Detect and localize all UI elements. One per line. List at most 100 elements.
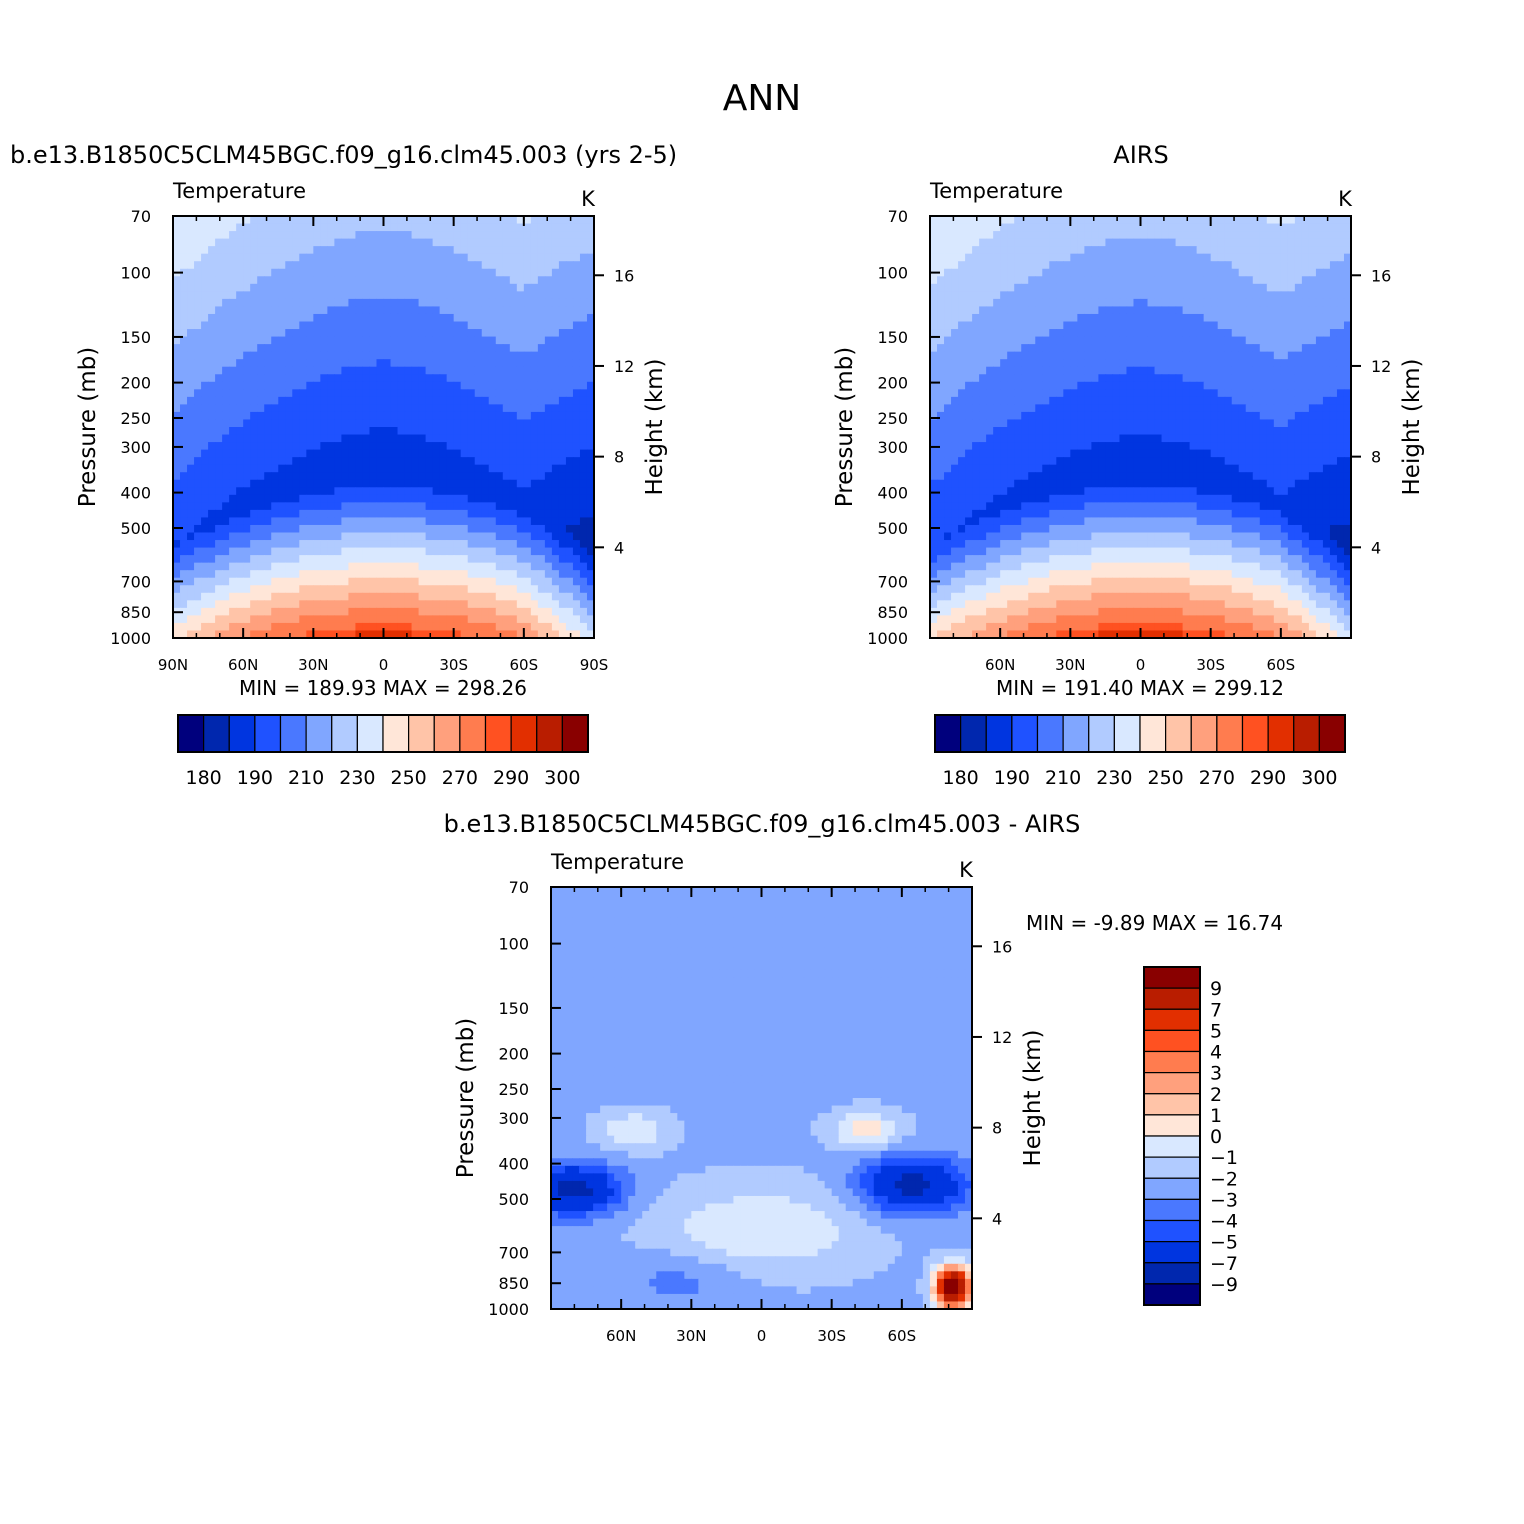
contour-cell bbox=[565, 411, 574, 421]
contour-cell bbox=[1042, 261, 1050, 270]
contour-cell bbox=[369, 607, 378, 616]
contour-cell bbox=[418, 494, 427, 503]
lat-tick-label: 60N bbox=[228, 656, 258, 674]
contour-cell bbox=[285, 344, 293, 353]
contour-cell bbox=[951, 253, 959, 262]
contour-cell bbox=[390, 298, 399, 308]
contour-cell bbox=[509, 231, 518, 240]
contour-cell bbox=[944, 298, 952, 308]
contour-cell bbox=[173, 313, 181, 323]
contour-cell bbox=[1273, 283, 1282, 292]
contour-cell bbox=[453, 600, 462, 609]
pressure-tick-label: 150 bbox=[120, 328, 151, 347]
contour-cell bbox=[1021, 351, 1029, 360]
contour-cell bbox=[558, 381, 567, 390]
contour-cell bbox=[558, 457, 567, 466]
contour-cell bbox=[1231, 336, 1240, 345]
contour-cell bbox=[1308, 389, 1317, 398]
contour-cell bbox=[425, 291, 434, 300]
contour-cell bbox=[390, 321, 399, 330]
contour-cell bbox=[937, 329, 945, 338]
contour-cell bbox=[369, 223, 378, 232]
contour-cell bbox=[958, 336, 966, 345]
contour-cell bbox=[1189, 396, 1198, 405]
contour-cell bbox=[418, 231, 427, 240]
contour-cell bbox=[551, 411, 560, 421]
contour-cell bbox=[180, 524, 188, 534]
contour-cell bbox=[355, 231, 364, 240]
contour-cell bbox=[502, 547, 511, 556]
contour-cell bbox=[572, 517, 581, 526]
contour-cell bbox=[348, 502, 357, 511]
contour-cell bbox=[271, 607, 279, 616]
contour-cell bbox=[1273, 276, 1282, 285]
contour-cell bbox=[1238, 268, 1247, 277]
contour-cell bbox=[460, 329, 469, 338]
contour-cell bbox=[586, 359, 595, 368]
contour-cell bbox=[1168, 351, 1177, 360]
contour-cell bbox=[1147, 283, 1156, 292]
contour-cell bbox=[278, 216, 286, 225]
contour-cell bbox=[944, 389, 952, 398]
contour-cell bbox=[208, 442, 216, 451]
contour-cell bbox=[1266, 381, 1275, 390]
contour-cell bbox=[1077, 223, 1085, 232]
contour-cell bbox=[1070, 359, 1078, 368]
contour-cell bbox=[551, 419, 560, 428]
contour-cell bbox=[1231, 283, 1240, 292]
contour-cell bbox=[439, 374, 448, 383]
contour-cell bbox=[1000, 359, 1008, 368]
contour-cell bbox=[292, 494, 300, 503]
contour-cell bbox=[509, 570, 518, 579]
contour-cell bbox=[1189, 268, 1198, 277]
contour-cell bbox=[495, 404, 504, 413]
contour-cell bbox=[1021, 359, 1029, 368]
contour-cell bbox=[579, 268, 588, 277]
contour-cell bbox=[1056, 261, 1064, 270]
contour-cell bbox=[586, 366, 595, 375]
contour-cell bbox=[467, 374, 476, 383]
contour-cell bbox=[1154, 351, 1163, 360]
contour-cell bbox=[1126, 231, 1135, 240]
contour-cell bbox=[390, 223, 399, 232]
contour-cell bbox=[1280, 351, 1289, 360]
contour-cell bbox=[965, 298, 973, 308]
contour-cell bbox=[194, 630, 202, 639]
contour-cell bbox=[404, 517, 413, 526]
contour-cell bbox=[551, 276, 560, 285]
contour-cell bbox=[502, 615, 511, 624]
contour-cell bbox=[986, 238, 994, 247]
contour-cell bbox=[1224, 306, 1233, 315]
contour-cell bbox=[930, 261, 938, 270]
contour-cell bbox=[1028, 381, 1036, 390]
contour-cell bbox=[278, 313, 286, 323]
contour-cell bbox=[481, 487, 490, 496]
contour-cell bbox=[460, 283, 469, 292]
contour-cell bbox=[397, 313, 406, 323]
contour-cell bbox=[411, 329, 420, 338]
contour-cell bbox=[369, 246, 378, 255]
contour-cell bbox=[376, 238, 385, 247]
contour-cell bbox=[313, 547, 321, 556]
contour-cell bbox=[460, 502, 469, 511]
contour-cell bbox=[993, 389, 1001, 398]
contour-cell bbox=[1336, 261, 1345, 270]
contour-cell bbox=[243, 253, 251, 262]
contour-cell bbox=[390, 509, 399, 519]
contour-cell bbox=[257, 411, 265, 421]
contour-cell bbox=[292, 592, 300, 601]
contour-cell bbox=[537, 216, 546, 225]
contour-cell bbox=[194, 540, 202, 549]
contour-cell bbox=[243, 494, 251, 503]
contour-cell bbox=[264, 216, 272, 225]
contour-cell bbox=[502, 607, 511, 616]
contour-cell bbox=[1063, 359, 1071, 368]
contour-cell bbox=[173, 246, 181, 255]
contour-cell bbox=[222, 532, 230, 541]
contour-cell bbox=[516, 517, 525, 526]
contour-cell bbox=[278, 389, 286, 398]
contour-cell bbox=[1035, 344, 1043, 353]
contour-cell bbox=[271, 298, 279, 308]
contour-cell bbox=[327, 253, 335, 262]
contour-cell bbox=[404, 615, 413, 624]
